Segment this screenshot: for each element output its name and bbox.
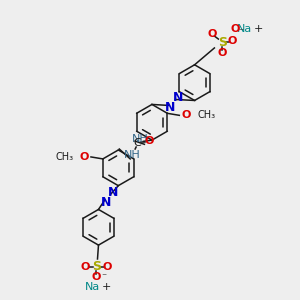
Text: N: N [173,91,183,104]
Text: CH₃: CH₃ [197,110,215,120]
Text: +: + [253,24,263,34]
Text: O: O [103,262,112,272]
Text: ⁻: ⁻ [101,272,106,282]
Text: O: O [92,272,101,282]
Text: N: N [101,196,112,209]
Text: NH: NH [124,150,140,160]
Text: Na: Na [85,282,100,292]
Text: +: + [102,282,111,292]
Text: O: O [144,136,154,146]
Text: O: O [230,24,240,34]
Text: ⁻: ⁻ [238,27,244,37]
Text: NH: NH [132,134,149,144]
Text: O: O [79,152,89,162]
Text: O: O [182,110,191,120]
Text: N: N [165,101,175,114]
Text: Na: Na [236,24,252,34]
Text: S: S [218,37,227,50]
Text: C: C [133,138,141,148]
Text: O: O [227,36,237,46]
Text: S: S [92,260,101,273]
Text: CH₃: CH₃ [55,152,73,162]
Text: O: O [81,262,90,272]
Text: O: O [218,48,227,58]
Text: N: N [108,186,118,199]
Text: O: O [208,29,217,39]
